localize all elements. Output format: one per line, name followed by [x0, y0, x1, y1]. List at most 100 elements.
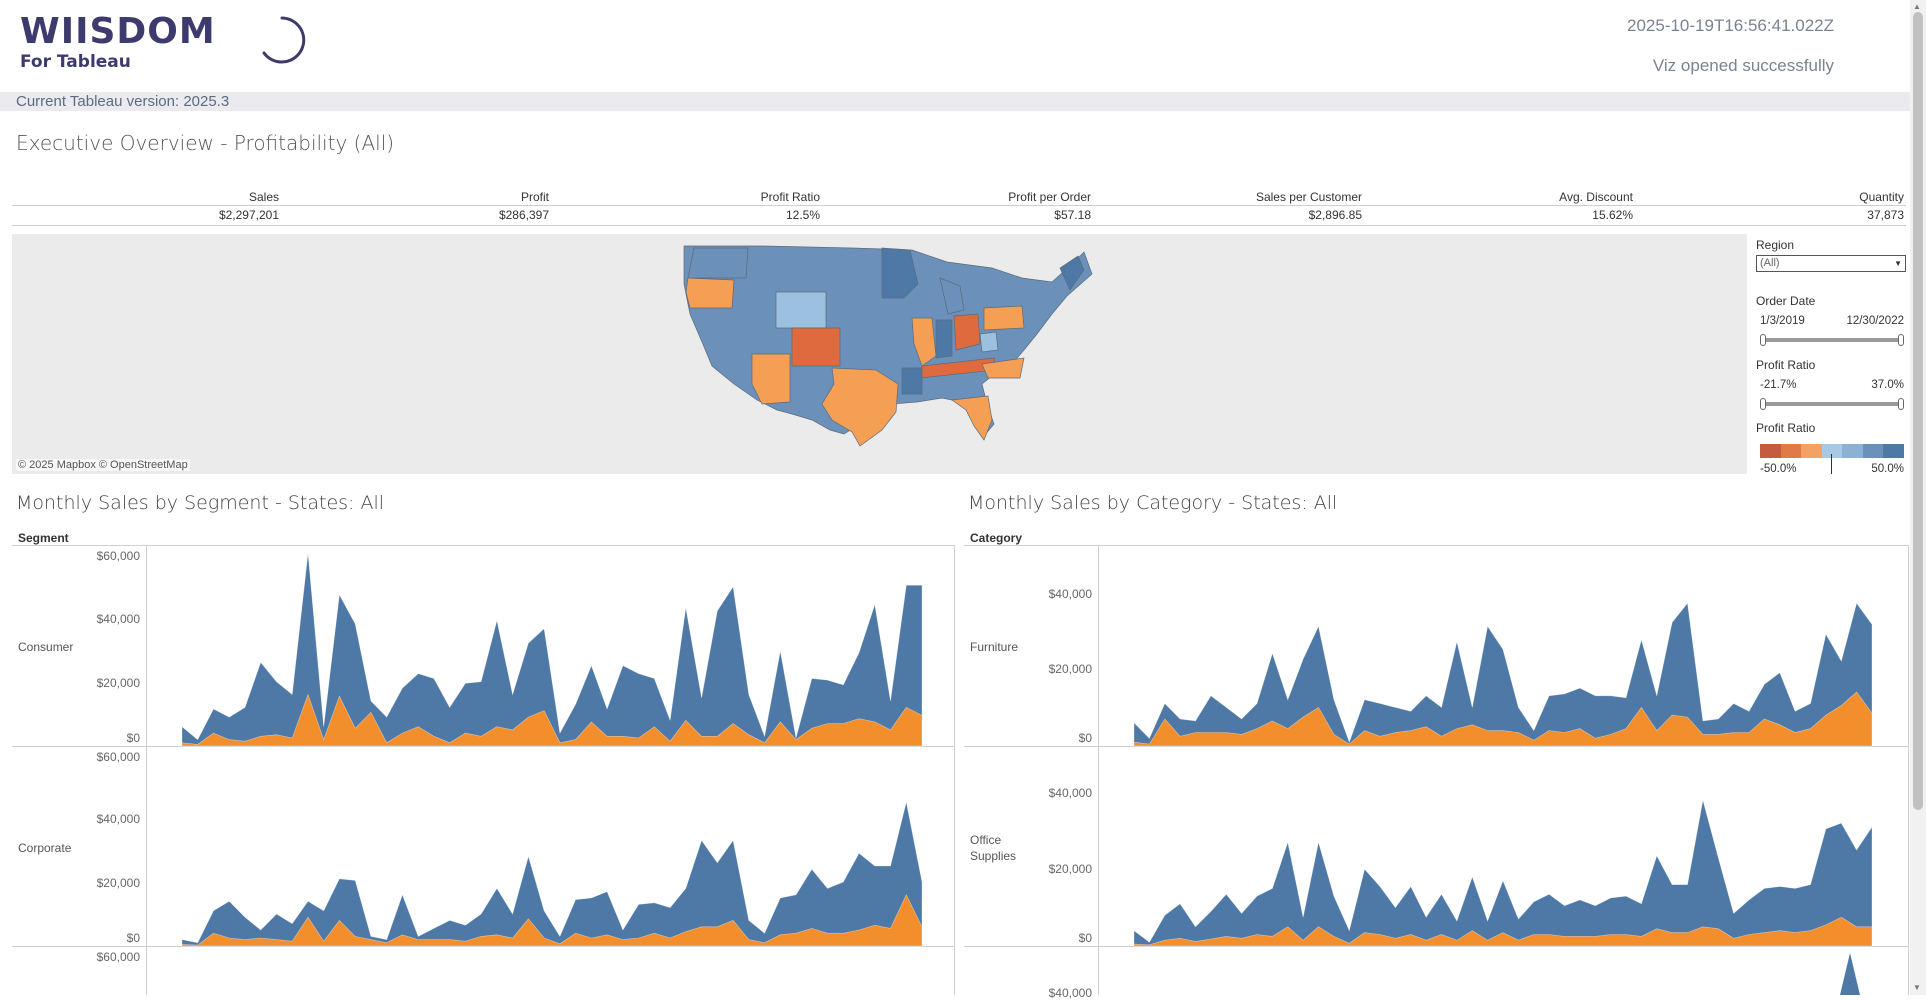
- map-state-indiana: [935, 319, 953, 359]
- kpi-value-sales-per-customer: $2,896.85: [1308, 208, 1362, 222]
- corporate-sales-area-chart[interactable]: [181, 754, 923, 947]
- segment-axis-line: [146, 545, 147, 995]
- corporate-orange-area[interactable]: [181, 894, 923, 947]
- order-date-slider-max-handle[interactable]: [1898, 334, 1904, 346]
- segment-chart-top-border: [12, 545, 955, 546]
- legend-color-swatch: [1760, 444, 1781, 458]
- profit-ratio-slider-max-handle[interactable]: [1898, 398, 1904, 410]
- category-row-label-office-supplies: Office Supplies: [970, 833, 1017, 863]
- corporate-blue-area[interactable]: [181, 801, 923, 947]
- kpi-label-quantity: Quantity: [1859, 190, 1904, 204]
- order-date-slider-min-handle[interactable]: [1760, 334, 1766, 346]
- segment-row-divider: [12, 946, 955, 947]
- category-tick: $0: [1078, 931, 1092, 945]
- profit-ratio-color-legend: [1760, 444, 1905, 458]
- legend-midpoint-marker: [1831, 454, 1832, 474]
- furniture-sales-area-chart[interactable]: [1133, 553, 1873, 747]
- map-state-west-virginia: [979, 331, 999, 353]
- map-states: [683, 245, 1093, 447]
- scroll-down-icon[interactable]: ▼: [1913, 983, 1921, 992]
- segment-row-divider: [12, 746, 955, 747]
- profit-ratio-min: -21.7%: [1760, 379, 1797, 391]
- office-supplies-orange-area[interactable]: [1133, 916, 1873, 947]
- kpi-value-quantity: 37,873: [1867, 208, 1904, 222]
- brand-logo: WIISDOM For Tableau: [20, 11, 216, 73]
- segment-tick: $60,000: [96, 950, 140, 964]
- region-filter-label: Region: [1756, 238, 1795, 252]
- legend-min: -50.0%: [1760, 463, 1797, 475]
- profit-ratio-slider-min-handle[interactable]: [1760, 398, 1766, 410]
- viz-status-text: Viz opened successfully: [1652, 56, 1834, 75]
- category-chart-title: Monthly Sales by Category - States: All: [968, 492, 1338, 514]
- region-dropdown-value: (All): [1760, 257, 1780, 269]
- legend-color-swatch: [1862, 444, 1884, 458]
- segment-tick: $40,000: [96, 812, 140, 826]
- segment-tick: $0: [126, 931, 140, 945]
- kpi-label-sales: Sales: [248, 190, 279, 204]
- kpi-divider: [12, 205, 1906, 206]
- order-date-filter-label: Order Date: [1756, 294, 1816, 308]
- kpi-label-profit-ratio: Profit Ratio: [760, 190, 820, 204]
- kpi-value-sales: $2,297,201: [218, 208, 279, 222]
- category-tick: $0: [1078, 731, 1092, 745]
- loading-spinner-icon: [262, 16, 306, 64]
- us-profit-map[interactable]: [12, 234, 1747, 474]
- segment-chart-title: Monthly Sales by Segment - States: All: [16, 492, 385, 514]
- map-state-minnesota: [881, 247, 919, 299]
- scroll-up-icon[interactable]: ▲: [1913, 2, 1921, 11]
- map-state-florida: [951, 395, 993, 441]
- dashboard-title: Executive Overview - Profitability (All): [16, 131, 395, 155]
- kpi-divider: [12, 225, 1906, 226]
- category-tick: $40,000: [1048, 786, 1092, 800]
- category-chart-top-border: [964, 545, 1909, 546]
- map-state-wyoming: [775, 291, 827, 329]
- category-row-label-furniture: Furniture: [970, 640, 1019, 654]
- kpi-label-profit: Profit: [520, 190, 549, 204]
- category-chart-right-border: [1908, 545, 1909, 995]
- furniture-orange-area[interactable]: [1133, 691, 1873, 747]
- profit-ratio-filter-label: Profit Ratio: [1756, 358, 1816, 372]
- kpi-value-profit-ratio: 12.5%: [785, 208, 820, 222]
- office-supplies-sales-area-chart[interactable]: [1133, 754, 1873, 947]
- region-dropdown[interactable]: (All) ▼: [1756, 255, 1906, 272]
- segment-tick: $60,000: [96, 549, 140, 563]
- kpi-value-profit: $286,397: [498, 208, 549, 222]
- kpi-value-profit-per-order: $57.18: [1054, 208, 1091, 222]
- map-state-maine: [1059, 255, 1085, 291]
- category-facet-label: Category: [970, 531, 1023, 545]
- office-supplies-blue-area[interactable]: [1133, 800, 1873, 947]
- order-date-slider-track[interactable]: [1762, 338, 1904, 342]
- consumer-blue-area[interactable]: [181, 552, 923, 747]
- brand-name: WIISDOM: [20, 11, 216, 52]
- order-date-min: 1/3/2019: [1760, 315, 1805, 327]
- segment-tick: $40,000: [96, 612, 140, 626]
- kpi-label-profit-per-order: Profit per Order: [1008, 190, 1091, 204]
- category-row-divider: [964, 946, 1909, 947]
- legend-color-swatch: [1842, 444, 1863, 458]
- profit-ratio-slider-track[interactable]: [1762, 402, 1904, 406]
- legend-color-swatch: [1780, 444, 1802, 458]
- category-tick: $20,000: [1048, 662, 1092, 676]
- chevron-down-icon: ▼: [1894, 259, 1902, 268]
- timestamp: 2025-10-19T16:56:41.022Z: [1627, 16, 1834, 35]
- map-state-arizona: [751, 353, 791, 405]
- consumer-sales-area-chart[interactable]: [181, 552, 923, 747]
- legend-color-swatch: [1821, 444, 1843, 458]
- kpi-label-avg-discount: Avg. Discount: [1559, 190, 1633, 204]
- segment-facet-label: Segment: [18, 531, 69, 545]
- category-axis-line: [1098, 545, 1099, 995]
- profit-ratio-legend-label: Profit Ratio: [1756, 421, 1816, 435]
- kpi-label-sales-per-customer: Sales per Customer: [1255, 190, 1362, 204]
- map-state-michigan: [939, 277, 965, 315]
- segment-chart-right-border: [954, 545, 955, 995]
- map-state-colorado: [791, 327, 841, 367]
- map-attribution[interactable]: © 2025 Mapbox © OpenStreetMap: [16, 459, 190, 471]
- scrollbar-thumb[interactable]: [1913, 12, 1923, 810]
- segment-row-label-consumer: Consumer: [18, 640, 74, 654]
- segment-tick: $60,000: [96, 750, 140, 764]
- segment-tick: $20,000: [96, 876, 140, 890]
- legend-color-swatch: [1883, 444, 1905, 458]
- consumer-orange-area[interactable]: [181, 693, 923, 747]
- version-bar: [0, 92, 1910, 111]
- category-tick: $40,000: [1048, 587, 1092, 601]
